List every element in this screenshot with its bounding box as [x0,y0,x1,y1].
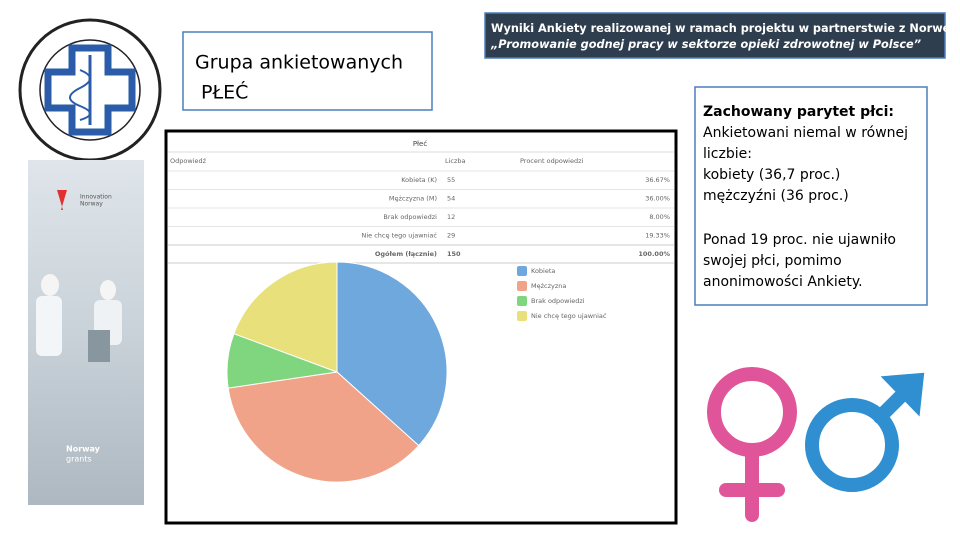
logo [18,18,162,162]
label-text: PŁEĆ [195,80,248,104]
pie-slice [336,261,448,447]
table-total: 100.00% [638,250,670,258]
brand-text: Norway [80,201,103,208]
table-cell: Nie chcę tego ujawniać [362,232,438,240]
legend-label: Brak odpowiedzi [531,297,585,305]
pie-slice [233,261,338,373]
table-header: Odpowiedź [170,157,207,165]
legend-label: Mężczyzna [531,282,566,290]
note-text: Zachowany parytet płci: [703,104,894,120]
note-text: liczbie: [703,146,752,162]
notes-box [694,86,928,306]
table-total: 150 [447,250,461,258]
legend-label: Kobieta [531,267,555,275]
legend-label: Nie chcę tego ujawniać [531,312,607,320]
table-cell: 36.67% [645,176,670,184]
table-cell: 8.00% [649,213,670,221]
table-cell: 36.00% [645,195,670,203]
legend-swatch [517,296,527,306]
note-text: kobiety (36,7 proc.) [703,167,840,183]
label-box [182,31,433,111]
table-cell: 54 [447,195,455,203]
brand-text: Innovation [80,194,112,201]
header-box [484,12,946,59]
table-cell: Mężczyzna (M) [389,195,437,203]
note-text: Ponad 19 proc. nie ujawniło [703,232,896,248]
table-cell: 29 [447,232,455,240]
note-text: Ankietowani niemal w równej [703,125,908,141]
table-cell: Kobieta (K) [401,176,437,184]
note-text: swojej płci, pomimo [703,253,842,269]
header-title: „Promowanie godnej pracy w sektorze opie… [490,38,921,51]
legend-swatch [517,311,527,321]
chart-title: Płeć [413,140,428,148]
gender-symbols [707,367,925,522]
table-cell: 19.33% [645,232,670,240]
header-title: Wyniki Ankiety realizowanej w ramach pro… [491,22,960,35]
brand-text: Norway [66,445,101,454]
table-header: Procent odpowiedzi [520,157,583,165]
label-text: Grupa ankietowanych [195,52,403,74]
legend-swatch [517,281,527,291]
brand-text: grants [66,455,92,464]
table-header: Liczba [445,157,466,165]
table-cell: Brak odpowiedzi [383,213,437,221]
table-total: Ogółem (łącznie) [375,250,437,258]
pie-slice [227,371,420,483]
note-text: mężczyźni (36 proc.) [703,188,849,204]
table-cell: 12 [447,213,455,221]
note-text: anonimowości Ankiety. [703,274,863,290]
legend-swatch [517,266,527,276]
side-image [28,160,144,505]
table-cell: 55 [447,176,455,184]
